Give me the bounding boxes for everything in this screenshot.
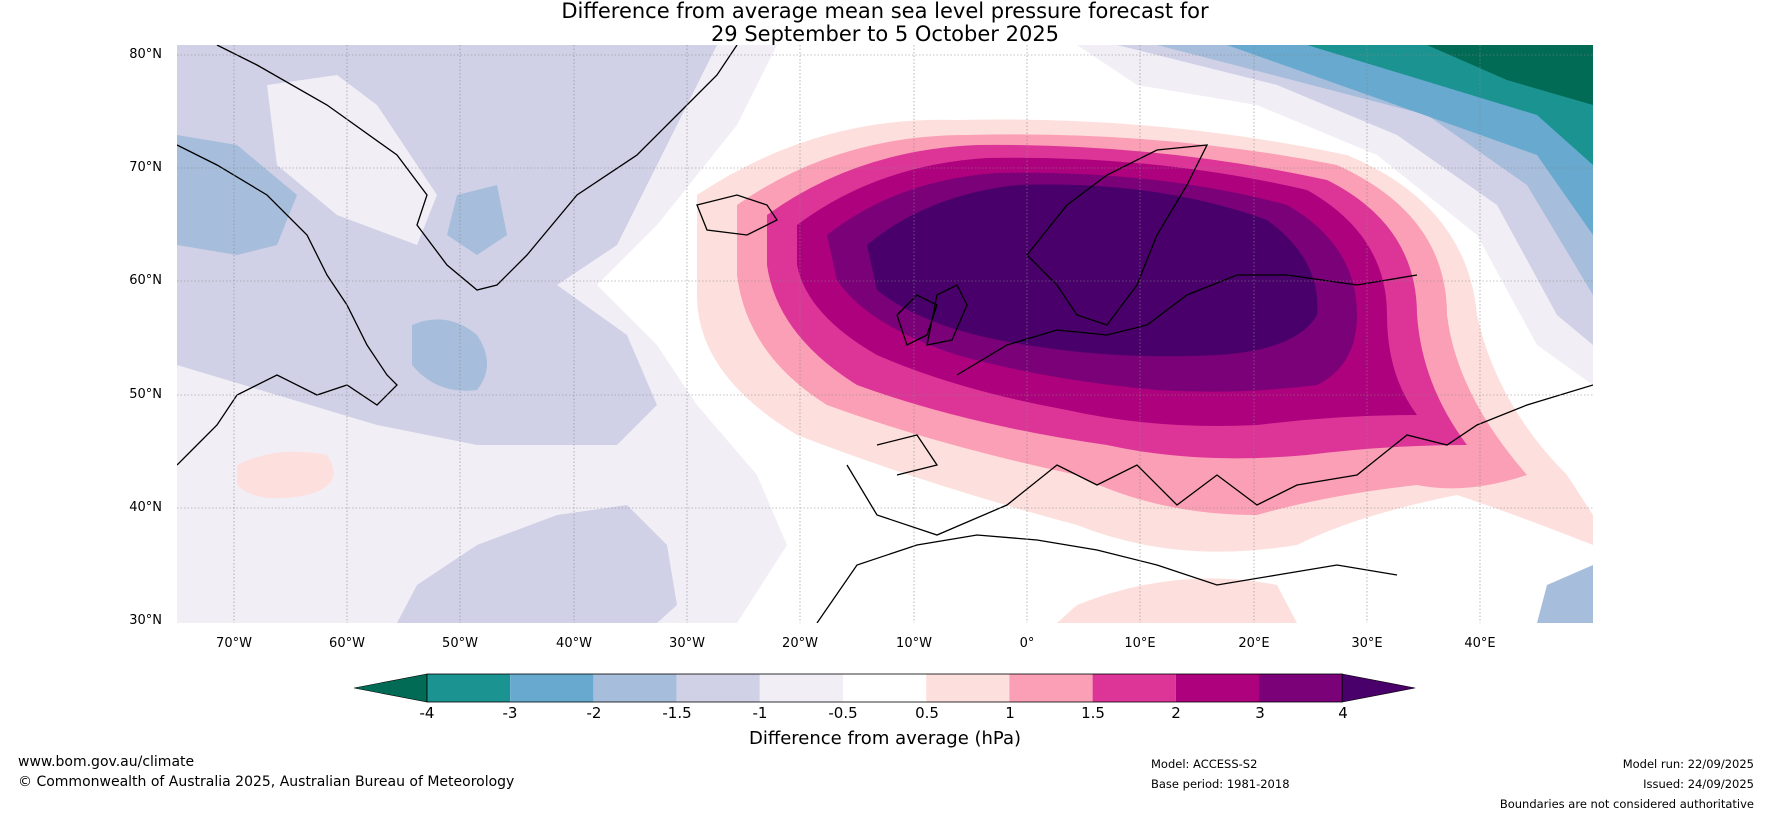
graticule (177, 45, 1593, 623)
contour-pos-0.5-south (1057, 578, 1297, 623)
contour-se-corner (1537, 565, 1593, 623)
colorbar-extend-high (1341, 673, 1416, 703)
footer-url: www.bom.gov.au/climate (18, 754, 195, 770)
uk-coast (896, 284, 968, 346)
lat-label: 30°N (129, 613, 162, 628)
colorbar-bin (843, 674, 927, 702)
colorbar-tick: -1 (752, 704, 768, 722)
colorbar-outline (426, 673, 1343, 703)
footer-model: Model: ACCESS-S2 (1151, 757, 1258, 771)
colorbar-tick: -2 (586, 704, 602, 722)
lon-label: 60°W (329, 636, 365, 651)
lat-label: 70°N (129, 160, 162, 175)
lon-label: 20°E (1238, 636, 1270, 651)
lat-label: 50°N (129, 387, 162, 402)
lat-label: 80°N (129, 47, 162, 62)
map-title: Difference from average mean sea level p… (0, 0, 1770, 46)
lat-label: 60°N (129, 273, 162, 288)
colorbar-bin (593, 674, 677, 702)
colorbar-bin (1175, 674, 1259, 702)
colorbar-bin (1009, 674, 1093, 702)
colorbar-tick: -4 (419, 704, 435, 722)
lon-label: 40°W (556, 636, 592, 651)
colorbar-tick: 2 (1171, 704, 1181, 722)
canada-coast (177, 144, 398, 466)
title-line-1: Difference from average mean sea level p… (561, 0, 1209, 23)
colorbar-tick: 3 (1255, 704, 1265, 722)
lon-label: 30°W (669, 636, 705, 651)
europe-coast (846, 274, 1593, 536)
contour-neg-0.5-pocket (267, 75, 437, 245)
colorbar-bin (1092, 674, 1176, 702)
colorbar-bin (926, 674, 1010, 702)
lon-label: 40°E (1464, 636, 1496, 651)
pressure-anomaly-map (177, 45, 1593, 623)
colorbar-tick: -3 (502, 704, 518, 722)
lon-label: 70°W (216, 636, 252, 651)
contour-neg-1.5-a (412, 319, 487, 391)
lon-label: 50°W (442, 636, 478, 651)
colorbar-bin (510, 674, 594, 702)
footer-disclaimer: Boundaries are not considered authoritat… (1499, 797, 1754, 811)
colorbar-tick: 0.5 (915, 704, 939, 722)
colorbar-tick: 1 (1005, 704, 1015, 722)
lat-label: 40°N (129, 500, 162, 515)
colorbar-title: Difference from average (hPa) (748, 728, 1022, 749)
colorbar-tick: -1.5 (662, 704, 692, 722)
colorbar-tick: 4 (1338, 704, 1348, 722)
footer-model-run: Model run: 22/09/2025 (1622, 757, 1754, 771)
lon-label: 30°E (1351, 636, 1383, 651)
contour-arctic-4 (1427, 45, 1593, 105)
title-line-2: 29 September to 5 October 2025 (710, 22, 1060, 46)
coastlines (177, 45, 1593, 623)
lon-label: 10°W (896, 636, 932, 651)
colorbar (354, 673, 1416, 703)
footer-issued: Issued: 24/09/2025 (1643, 777, 1754, 791)
greenland-coast (216, 45, 738, 291)
colorbar-extend-low (354, 673, 428, 703)
contour-pos-4 (867, 184, 1318, 357)
iceland-coast (696, 194, 778, 236)
lon-label: 0° (1019, 636, 1035, 651)
colorbar-bin (427, 674, 511, 702)
lon-label: 20°W (782, 636, 818, 651)
africa-coast (816, 534, 1398, 623)
footer-base-period: Base period: 1981-2018 (1151, 777, 1290, 791)
lon-label: 10°E (1124, 636, 1156, 651)
colorbar-bin (676, 674, 760, 702)
contour-pos-0.5-west (237, 451, 334, 499)
contour-neg-1.5-b (177, 135, 297, 255)
scandinavia-coast (1026, 144, 1209, 326)
colorbar-tick: 1.5 (1081, 704, 1105, 722)
footer-copyright: © Commonwealth of Australia 2025, Austra… (18, 774, 515, 790)
contour-neg-1.5-c (447, 185, 507, 255)
colorbar-bin (759, 674, 843, 702)
colorbar-tick: -0.5 (828, 704, 858, 722)
contour-neg-1-south (397, 505, 677, 623)
colorbar-bin (1259, 674, 1343, 702)
